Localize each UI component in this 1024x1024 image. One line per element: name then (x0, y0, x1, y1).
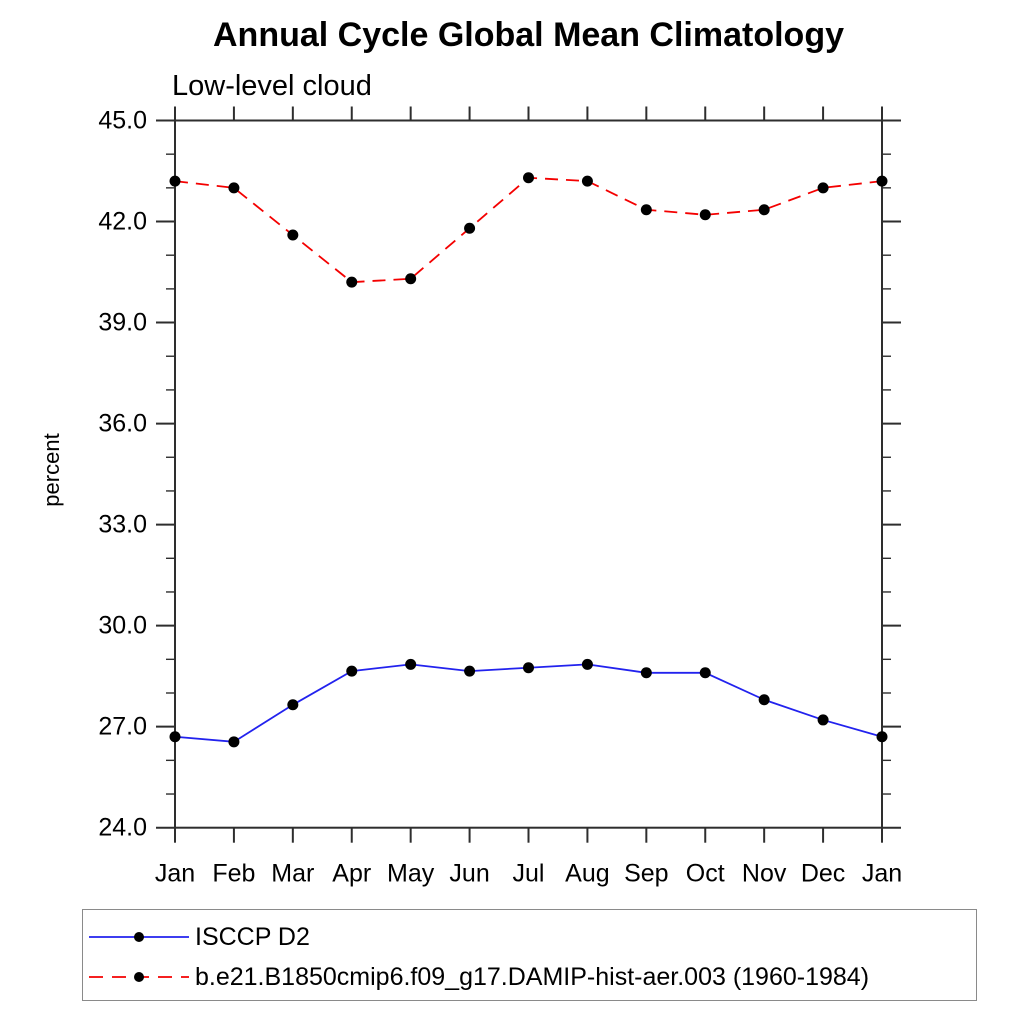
data-point-marker (287, 699, 299, 711)
series-line-0 (174, 663, 883, 743)
data-point-marker (405, 273, 417, 285)
x-tick-label: Apr (332, 860, 371, 888)
data-point-marker (876, 731, 888, 743)
data-point-marker (228, 182, 240, 194)
legend-label-0: ISCCP D2 (195, 922, 310, 951)
x-tick-label: Oct (686, 860, 725, 888)
data-point-marker (464, 222, 476, 234)
y-tick-label: 36.0 (98, 410, 147, 438)
x-tick-label: Jan (862, 860, 902, 888)
data-point-marker (699, 209, 711, 221)
legend-line-sample-dashed (89, 972, 189, 982)
data-point-marker (758, 694, 770, 706)
x-tick-label: Sep (624, 860, 668, 888)
data-point-marker (699, 667, 711, 679)
data-point-marker (817, 182, 829, 194)
data-point-marker (817, 714, 829, 726)
x-tick-label: Jan (155, 860, 195, 888)
legend-label-1: b.e21.B1850cmip6.f09_g17.DAMIP-hist-aer.… (195, 962, 870, 991)
data-point-marker (581, 175, 593, 187)
data-point-marker (523, 662, 534, 674)
y-tick-label: 27.0 (98, 713, 147, 741)
data-point-marker (640, 204, 652, 216)
x-tick-label: May (387, 860, 435, 888)
data-point-marker (346, 276, 358, 288)
x-tick-label: Aug (565, 860, 609, 888)
x-tick-label: Dec (801, 860, 845, 888)
series-1 (169, 172, 888, 288)
data-point-marker (169, 731, 181, 743)
legend-marker (134, 972, 144, 982)
y-tick-label: 30.0 (98, 612, 147, 640)
data-point-marker (346, 665, 358, 677)
legend-item-1: b.e21.B1850cmip6.f09_g17.DAMIP-hist-aer.… (89, 962, 870, 991)
data-point-marker (758, 204, 770, 216)
y-tick-label: 42.0 (98, 208, 147, 236)
data-point-marker (405, 658, 417, 670)
data-point-marker (876, 175, 888, 187)
x-tick-label: Nov (742, 860, 787, 888)
data-point-marker (581, 658, 593, 670)
y-tick-label: 39.0 (98, 309, 147, 337)
data-point-marker (228, 736, 240, 748)
x-axis-ticks: Jan Feb Mar Apr May Jun Jul Aug Sep Oct Nov Dec Jan (155, 106, 902, 888)
data-point-marker (523, 172, 534, 184)
legend-marker (134, 932, 144, 942)
x-tick-label: Jul (513, 860, 545, 888)
data-point-marker (464, 665, 476, 677)
plot-frame (174, 119, 883, 829)
legend-box: ISCCP D2 b.e21.B1850cmip6.f09_g17.DAMIP-… (82, 909, 977, 1001)
chart-subtitle: Low-level cloud (172, 70, 372, 102)
legend-item-0: ISCCP D2 (89, 922, 310, 951)
y-tick-label: 33.0 (98, 511, 147, 539)
y-tick-label: 45.0 (98, 107, 147, 135)
x-tick-label: Mar (271, 860, 314, 888)
series-line-1 (174, 176, 883, 284)
chart-title: Annual Cycle Global Mean Climatology (213, 16, 844, 54)
series-0 (169, 658, 888, 748)
data-point-marker (169, 175, 181, 187)
x-tick-label: Jun (449, 860, 489, 888)
x-tick-label: Feb (212, 860, 255, 888)
data-point-marker (640, 667, 652, 679)
y-axis-ticks: 24.0 27.0 30.0 33.0 36.0 39.0 42.0 45.0 (98, 107, 901, 842)
legend-line-sample-solid (89, 932, 189, 942)
y-tick-label: 24.0 (98, 814, 147, 842)
data-point-marker (287, 229, 299, 241)
